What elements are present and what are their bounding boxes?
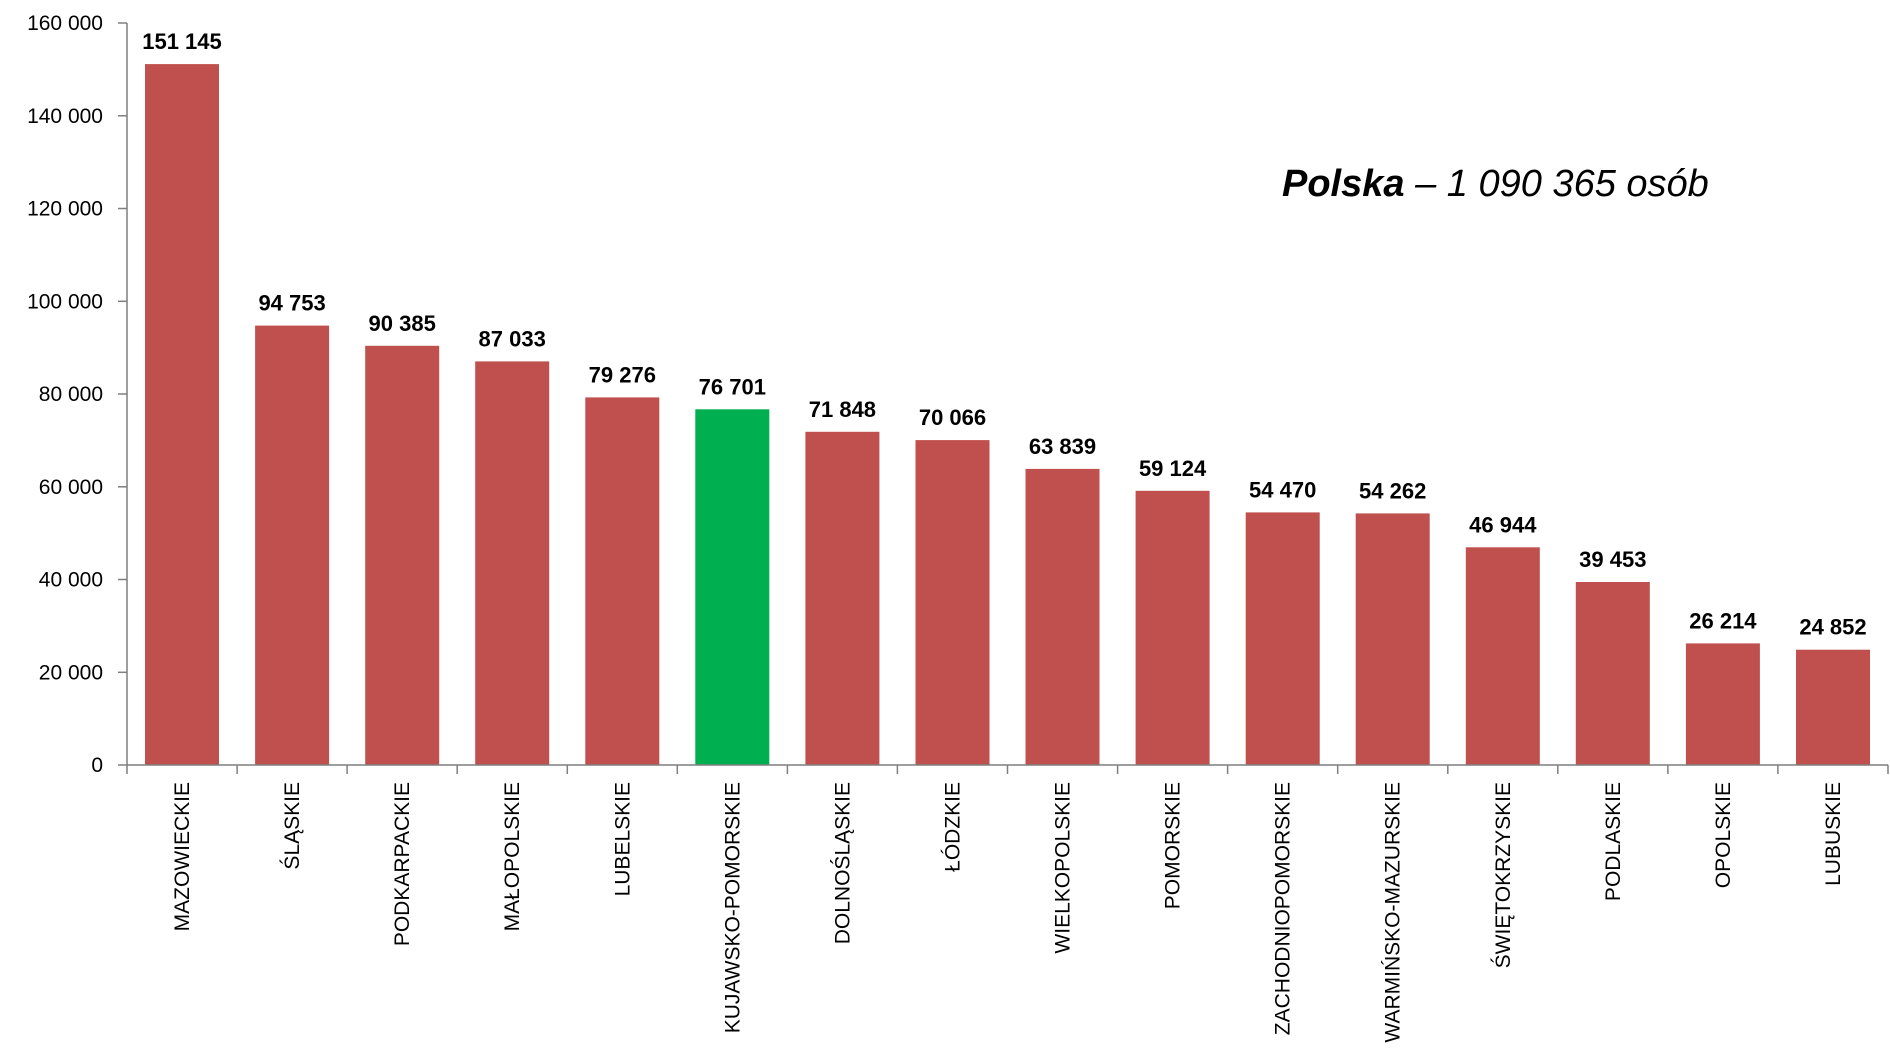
bar-12 bbox=[1465, 547, 1540, 765]
category-label-12: ŚWIĘTOKRZYSKIE bbox=[1491, 782, 1515, 968]
bar-10 bbox=[1245, 512, 1320, 765]
data-label-7: 70 066 bbox=[919, 405, 986, 430]
y-tick-label-8: 160 000 bbox=[27, 12, 103, 35]
category-label-0: MAZOWIECKIE bbox=[171, 782, 194, 931]
data-label-10: 54 470 bbox=[1249, 477, 1316, 502]
data-label-4: 79 276 bbox=[589, 362, 656, 387]
data-label-3: 87 033 bbox=[479, 326, 546, 351]
category-label-10: ZACHODNIOPOMORSKIE bbox=[1272, 782, 1295, 1035]
bar-0 bbox=[145, 64, 219, 766]
y-tick-label-3: 60 000 bbox=[39, 476, 103, 499]
labels-layer: 151 145 MAZOWIECKIE 94 753 ŚLĄSKIE 90 385 POD… bbox=[142, 29, 1866, 1042]
y-tick-label-2: 40 000 bbox=[39, 569, 103, 592]
category-label-15: LUBUSKIE bbox=[1822, 782, 1845, 886]
bar-13 bbox=[1575, 582, 1650, 765]
data-label-12: 46 944 bbox=[1469, 512, 1537, 537]
data-label-11: 54 262 bbox=[1359, 478, 1426, 503]
category-label-3: MAŁOPOLSKIE bbox=[501, 782, 524, 931]
y-tick-label-7: 140 000 bbox=[27, 105, 103, 128]
category-label-7: ŁÓDZKIE bbox=[942, 782, 965, 872]
bar-6 bbox=[805, 431, 880, 765]
total-annotation: Polska – 1 090 365 osób bbox=[1282, 163, 1709, 205]
category-label-5: KUJAWSKO-POMORSKIE bbox=[721, 782, 744, 1033]
bar-15 bbox=[1796, 649, 1870, 765]
bar-5 bbox=[695, 409, 770, 765]
category-label-4: LUBELSKIE bbox=[611, 782, 634, 896]
bar-2 bbox=[365, 345, 440, 765]
category-label-14: OPOLSKIE bbox=[1712, 782, 1735, 888]
y-tick-label-1: 20 000 bbox=[39, 661, 103, 684]
category-label-2: PODKARPACKIE bbox=[391, 782, 414, 946]
data-label-9: 59 124 bbox=[1139, 456, 1207, 481]
category-label-6: DOLNOŚLĄSKIE bbox=[830, 782, 854, 944]
y-tick-label-6: 120 000 bbox=[27, 198, 103, 221]
bar-7 bbox=[915, 440, 990, 765]
data-label-1: 94 753 bbox=[258, 291, 325, 316]
bar-8 bbox=[1025, 468, 1100, 765]
category-label-11: WARMIŃSKO-MAZURSKIE bbox=[1382, 782, 1405, 1043]
bar-9 bbox=[1135, 490, 1210, 765]
data-label-13: 39 453 bbox=[1579, 547, 1646, 572]
axes: 0 20 000 40 000 60 000 80 000 100 000 120 000 1… bbox=[27, 12, 1889, 777]
data-label-14: 26 214 bbox=[1689, 608, 1757, 633]
data-label-5: 76 701 bbox=[699, 374, 766, 399]
category-label-13: PODLASKIE bbox=[1602, 782, 1625, 901]
bar-3 bbox=[475, 361, 550, 765]
bars-layer bbox=[145, 64, 1870, 766]
bar-14 bbox=[1685, 643, 1760, 765]
y-tick-label-4: 80 000 bbox=[39, 383, 103, 406]
data-label-0: 151 145 bbox=[142, 29, 222, 54]
total-annotation-country: Polska bbox=[1282, 163, 1405, 205]
data-label-2: 90 385 bbox=[369, 311, 436, 336]
category-label-1: ŚLĄSKIE bbox=[280, 782, 304, 870]
bar-11 bbox=[1355, 513, 1430, 765]
bar-4 bbox=[585, 397, 660, 765]
category-label-8: WIELKOPOLSKIE bbox=[1052, 782, 1075, 954]
total-annotation-value: – 1 090 365 osób bbox=[1405, 163, 1709, 205]
bar-1 bbox=[255, 325, 330, 765]
data-label-15: 24 852 bbox=[1799, 615, 1866, 640]
y-tick-label-0: 0 bbox=[91, 754, 103, 777]
category-label-9: POMORSKIE bbox=[1162, 782, 1185, 909]
data-label-6: 71 848 bbox=[809, 397, 876, 422]
y-tick-label-5: 100 000 bbox=[27, 290, 103, 313]
data-label-8: 63 839 bbox=[1029, 434, 1096, 459]
